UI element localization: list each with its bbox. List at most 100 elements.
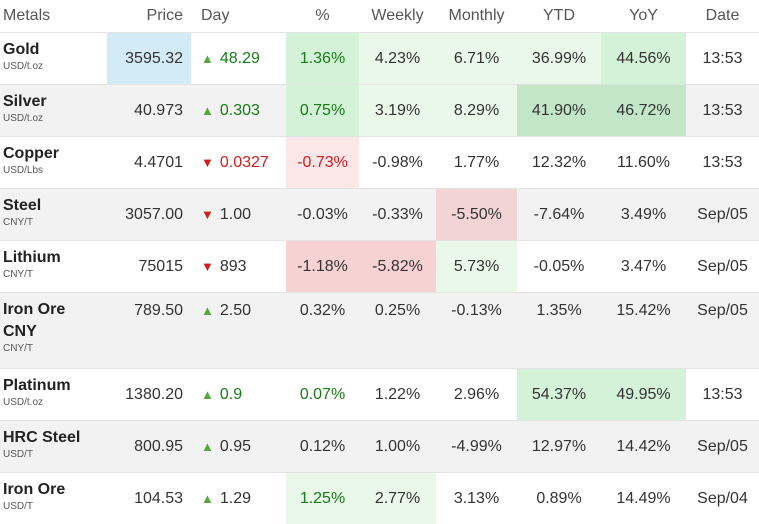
table-row-platinum[interactable]: Platinum USD/t.oz 1380.20 ▲0.9 0.07% 1.2… <box>0 369 759 421</box>
metal-cell[interactable]: Steel CNY/T <box>0 189 107 241</box>
yoy-cell: 14.42% <box>601 421 686 473</box>
metal-cell[interactable]: Copper USD/Lbs <box>0 137 107 189</box>
day-change-value: 48.29 <box>220 50 260 67</box>
metal-unit: USD/t.oz <box>3 113 99 125</box>
triangle-up-icon: ▲ <box>201 103 214 118</box>
header-yoy[interactable]: YoY <box>601 0 686 33</box>
weekly-cell: -0.33% <box>359 189 436 241</box>
ytd-cell: 41.90% <box>517 85 601 137</box>
percent-cell: 1.36% <box>286 33 359 85</box>
day-change-cell: ▲ 2.50 <box>191 293 286 369</box>
yoy-cell: 15.42% <box>601 293 686 369</box>
triangle-up-icon: ▲ <box>201 303 214 318</box>
table-row-copper[interactable]: Copper USD/Lbs 4.4701 ▼0.0327 -0.73% -0.… <box>0 137 759 189</box>
ytd-cell: 12.32% <box>517 137 601 189</box>
table-row-silver[interactable]: Silver USD/t.oz 40.973 ▲0.303 0.75% 3.19… <box>0 85 759 137</box>
yoy-cell: 3.47% <box>601 241 686 293</box>
metal-unit: USD/t.oz <box>3 397 99 409</box>
weekly-cell: -0.98% <box>359 137 436 189</box>
table-row-iron-ore[interactable]: Iron Ore USD/T 104.53 ▲1.29 1.25% 2.77% … <box>0 473 759 524</box>
day-change-cell: ▲ 0.303 <box>191 85 286 137</box>
metal-cell[interactable]: Lithium CNY/T <box>0 241 107 293</box>
percent-cell: -0.03% <box>286 189 359 241</box>
metal-cell[interactable]: Iron Ore CNY CNY/T <box>0 293 107 369</box>
yoy-cell: 44.56% <box>601 33 686 85</box>
price-cell: 3595.32 <box>107 33 191 85</box>
table-header-row: Metals Price Day % Weekly Monthly YTD Yo… <box>0 0 759 33</box>
metal-cell[interactable]: HRC Steel USD/T <box>0 421 107 473</box>
date-cell: Sep/04 <box>686 473 759 524</box>
table-row-lithium[interactable]: Lithium CNY/T 75015 ▼893 -1.18% -5.82% 5… <box>0 241 759 293</box>
triangle-down-icon: ▼ <box>201 207 214 222</box>
metal-cell[interactable]: Silver USD/t.oz <box>0 85 107 137</box>
metal-name[interactable]: Iron Ore <box>3 479 99 501</box>
price-cell: 4.4701 <box>107 137 191 189</box>
day-change-value: 0.303 <box>220 102 260 119</box>
header-monthly[interactable]: Monthly <box>436 0 517 33</box>
day-change-value: 2.50 <box>220 302 251 319</box>
metal-cell[interactable]: Platinum USD/t.oz <box>0 369 107 421</box>
metal-unit: USD/Lbs <box>3 165 99 177</box>
metal-unit: CNY/T <box>3 343 99 355</box>
date-cell: Sep/05 <box>686 421 759 473</box>
table-row-steel[interactable]: Steel CNY/T 3057.00 ▼1.00 -0.03% -0.33% … <box>0 189 759 241</box>
metal-name[interactable]: Gold <box>3 39 99 61</box>
yoy-cell: 14.49% <box>601 473 686 524</box>
metal-cell[interactable]: Gold USD/t.oz <box>0 33 107 85</box>
monthly-cell: 1.77% <box>436 137 517 189</box>
metal-name[interactable]: Lithium <box>3 247 99 269</box>
metal-name[interactable]: HRC Steel <box>3 427 99 449</box>
header-price[interactable]: Price <box>107 0 191 33</box>
ytd-cell: -0.05% <box>517 241 601 293</box>
yoy-cell: 11.60% <box>601 137 686 189</box>
triangle-up-icon: ▲ <box>201 51 214 66</box>
date-cell: Sep/05 <box>686 189 759 241</box>
ytd-cell: 1.35% <box>517 293 601 369</box>
percent-cell: 0.07% <box>286 369 359 421</box>
metal-name[interactable]: Silver <box>3 91 99 113</box>
weekly-cell: 0.25% <box>359 293 436 369</box>
price-cell: 40.973 <box>107 85 191 137</box>
header-date[interactable]: Date <box>686 0 759 33</box>
metal-unit: CNY/T <box>3 269 99 281</box>
metal-name[interactable]: Steel <box>3 195 99 217</box>
day-change-value: 1.00 <box>220 206 251 223</box>
table-row-gold[interactable]: Gold USD/t.oz 3595.32 ▲ 48.29 1.36% 4.23%… <box>0 33 759 85</box>
day-change-value: 893 <box>220 258 247 275</box>
price-cell: 800.95 <box>107 421 191 473</box>
header-metals[interactable]: Metals <box>0 0 107 33</box>
date-cell: Sep/05 <box>686 241 759 293</box>
percent-cell: 0.32% <box>286 293 359 369</box>
price-cell: 789.50 <box>107 293 191 369</box>
header-weekly[interactable]: Weekly <box>359 0 436 33</box>
weekly-cell: 4.23% <box>359 33 436 85</box>
monthly-cell: 3.13% <box>436 473 517 524</box>
day-change-value: 0.0327 <box>220 154 269 171</box>
ytd-cell: 0.89% <box>517 473 601 524</box>
metal-cell[interactable]: Iron Ore USD/T <box>0 473 107 524</box>
date-cell: 13:53 <box>686 33 759 85</box>
day-change-cell: ▲ 48.29 <box>191 33 286 85</box>
metal-name[interactable]: Platinum <box>3 375 99 397</box>
date-cell: Sep/05 <box>686 293 759 369</box>
percent-cell: 0.75% <box>286 85 359 137</box>
weekly-cell: 1.22% <box>359 369 436 421</box>
header-day[interactable]: Day <box>191 0 286 33</box>
day-change-value: 0.9 <box>220 386 242 403</box>
price-cell: 75015 <box>107 241 191 293</box>
header-ytd[interactable]: YTD <box>517 0 601 33</box>
table-row-hrc-steel[interactable]: HRC Steel USD/T 800.95 ▲0.95 0.12% 1.00%… <box>0 421 759 473</box>
date-cell: 13:53 <box>686 369 759 421</box>
triangle-up-icon: ▲ <box>201 387 214 402</box>
monthly-cell: 2.96% <box>436 369 517 421</box>
metal-name[interactable]: Iron Ore CNY <box>3 299 99 343</box>
table-row-iron-ore-cny[interactable]: Iron Ore CNY CNY/T 789.50 ▲ 2.50 0.32% 0.… <box>0 293 759 369</box>
header-percent[interactable]: % <box>286 0 359 33</box>
day-change-cell: ▼ 1.00 <box>191 189 286 241</box>
metal-name[interactable]: Copper <box>3 143 99 165</box>
percent-cell: 1.25% <box>286 473 359 524</box>
ytd-cell: -7.64% <box>517 189 601 241</box>
price-cell: 104.53 <box>107 473 191 524</box>
monthly-cell: 8.29% <box>436 85 517 137</box>
